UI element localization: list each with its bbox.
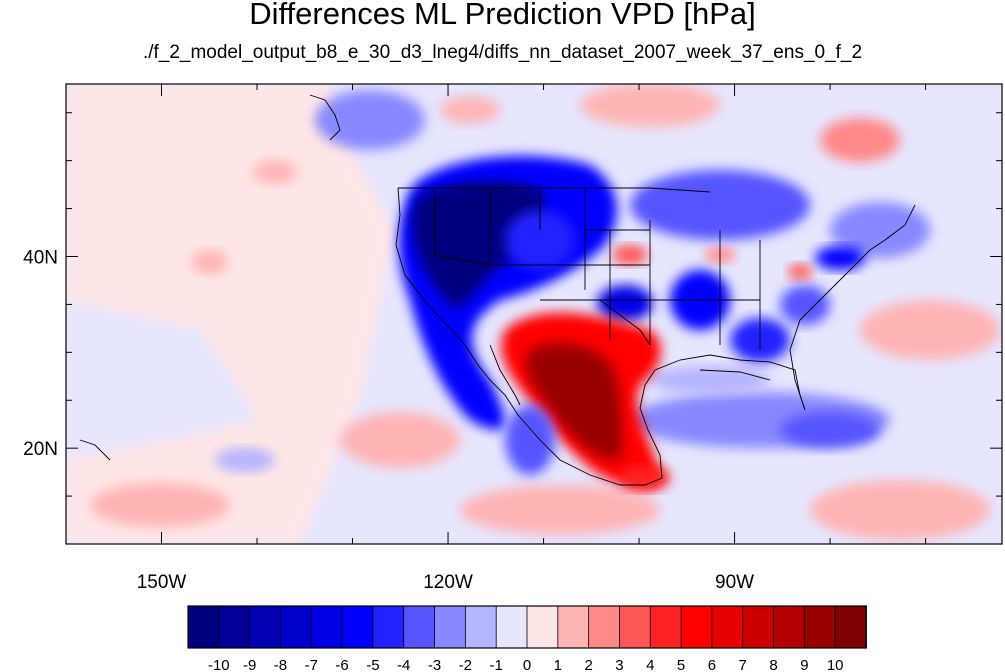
axis-ticks	[66, 84, 1002, 544]
colorbar-tick-label: -2	[459, 657, 472, 672]
colorbar-tick-label: 6	[708, 657, 716, 672]
colorbar-tick-label: -10	[208, 657, 230, 672]
colorbar-swatch	[557, 605, 590, 649]
colorbar-frame	[187, 605, 867, 649]
colorbar-tick-label: -7	[305, 657, 318, 672]
axis-labels: 40N 20N 150W 120W 90W	[23, 248, 754, 594]
colorbar-swatch	[187, 605, 220, 649]
colorbar-swatch	[711, 605, 744, 649]
lon-label: 90W	[715, 572, 754, 593]
colorbar-swatch	[403, 605, 436, 649]
colorbar-swatch	[341, 605, 374, 649]
colorbar-swatch	[526, 605, 559, 649]
colorbar-tick-label: -5	[366, 657, 379, 672]
colorbar-tick-label: -3	[428, 657, 441, 672]
colorbar-tick-label: 10	[827, 657, 844, 672]
colorbar-swatch	[495, 605, 528, 649]
colorbar-tick-label: 2	[584, 657, 592, 672]
colorbar-tick-label: 0	[523, 657, 531, 672]
colorbar-swatch	[372, 605, 405, 649]
map-field	[66, 84, 1002, 544]
colorbar-swatch	[434, 605, 467, 649]
colorbar-tick-label: 4	[646, 657, 654, 672]
chart-subtitle: ./f_2_model_output_b8_e_30_d3_lneg4/diff…	[142, 42, 863, 63]
colorbar-swatch	[619, 605, 652, 649]
colorbar-tick-label: 3	[615, 657, 623, 672]
colorbar-swatch	[834, 605, 867, 649]
lon-label: 150W	[137, 572, 187, 593]
colorbar-swatch	[249, 605, 282, 649]
colorbar-swatch	[464, 605, 498, 649]
lat-label: 20N	[23, 439, 58, 460]
colorbar-tick-label: -4	[397, 657, 410, 672]
colorbar-tick-label: -1	[490, 657, 503, 672]
colorbar-tick-label: -9	[243, 657, 256, 672]
colorbar-swatch	[218, 605, 251, 649]
chart-title: Differences ML Prediction VPD [hPa]	[249, 0, 756, 31]
map-frame	[65, 83, 1003, 545]
colorbar-tick-label: 7	[739, 657, 747, 672]
colorbar-swatch	[680, 605, 713, 649]
colorbar-swatch	[649, 605, 682, 649]
lat-label: 40N	[23, 248, 58, 269]
colorbar-swatch	[310, 605, 343, 649]
colorbar-tick-label: -8	[274, 657, 287, 672]
colorbar-swatch	[742, 605, 775, 649]
colorbar-tick-label: -6	[335, 657, 348, 672]
colorbar-tick-label: 5	[677, 657, 685, 672]
colorbar-tick-label: 9	[800, 657, 808, 672]
colorbar-swatch	[588, 605, 621, 649]
lon-label: 120W	[423, 572, 473, 593]
colorbar-tick-label: 1	[554, 657, 562, 672]
colorbar-swatch	[773, 605, 806, 649]
colorbar-swatch	[280, 605, 313, 649]
colorbar-swatch	[803, 605, 837, 649]
colorbar-tick-label: 8	[769, 657, 777, 672]
colorbar: -10 -9 -8 -7 -6 -5 -4 -3 -2 -1 0 1 2 3 4 5 6 7 8 9 10	[187, 605, 867, 672]
